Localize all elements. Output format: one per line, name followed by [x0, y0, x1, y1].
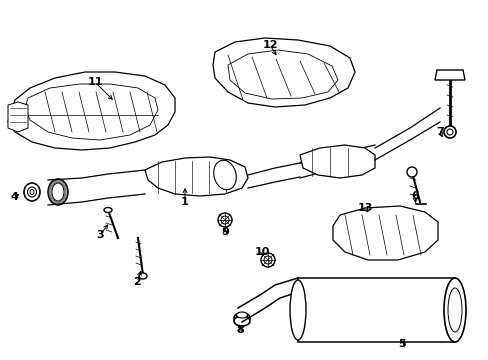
- Ellipse shape: [236, 312, 247, 318]
- Ellipse shape: [261, 253, 274, 267]
- Ellipse shape: [234, 316, 249, 326]
- Polygon shape: [8, 102, 28, 132]
- Ellipse shape: [443, 278, 465, 342]
- Ellipse shape: [30, 189, 34, 194]
- Circle shape: [406, 167, 416, 177]
- Text: 5: 5: [397, 339, 405, 349]
- Ellipse shape: [52, 183, 64, 201]
- Ellipse shape: [289, 280, 305, 340]
- Ellipse shape: [48, 179, 68, 205]
- Text: 11: 11: [87, 77, 102, 87]
- Ellipse shape: [221, 216, 228, 224]
- Circle shape: [443, 126, 455, 138]
- Text: 2: 2: [133, 277, 141, 287]
- Text: 13: 13: [357, 203, 372, 213]
- Polygon shape: [145, 157, 247, 196]
- Text: 4: 4: [10, 192, 18, 202]
- Text: 1: 1: [181, 197, 188, 207]
- Ellipse shape: [236, 315, 247, 321]
- Text: 7: 7: [435, 127, 443, 137]
- Text: 10: 10: [254, 247, 269, 257]
- Text: 9: 9: [221, 227, 228, 237]
- Text: 3: 3: [96, 230, 103, 240]
- Ellipse shape: [213, 160, 236, 190]
- Text: 12: 12: [262, 40, 277, 50]
- Polygon shape: [332, 206, 437, 260]
- Polygon shape: [297, 278, 454, 342]
- Ellipse shape: [264, 256, 271, 264]
- Ellipse shape: [234, 313, 249, 323]
- Text: 6: 6: [410, 191, 418, 201]
- Ellipse shape: [139, 273, 147, 279]
- Ellipse shape: [218, 213, 231, 227]
- Polygon shape: [213, 38, 354, 107]
- Text: 8: 8: [236, 325, 244, 335]
- Ellipse shape: [104, 207, 112, 212]
- Ellipse shape: [24, 183, 40, 201]
- Ellipse shape: [27, 187, 37, 197]
- Ellipse shape: [447, 288, 461, 332]
- Polygon shape: [299, 145, 374, 178]
- Polygon shape: [434, 70, 464, 80]
- Polygon shape: [8, 72, 175, 150]
- Circle shape: [446, 129, 452, 135]
